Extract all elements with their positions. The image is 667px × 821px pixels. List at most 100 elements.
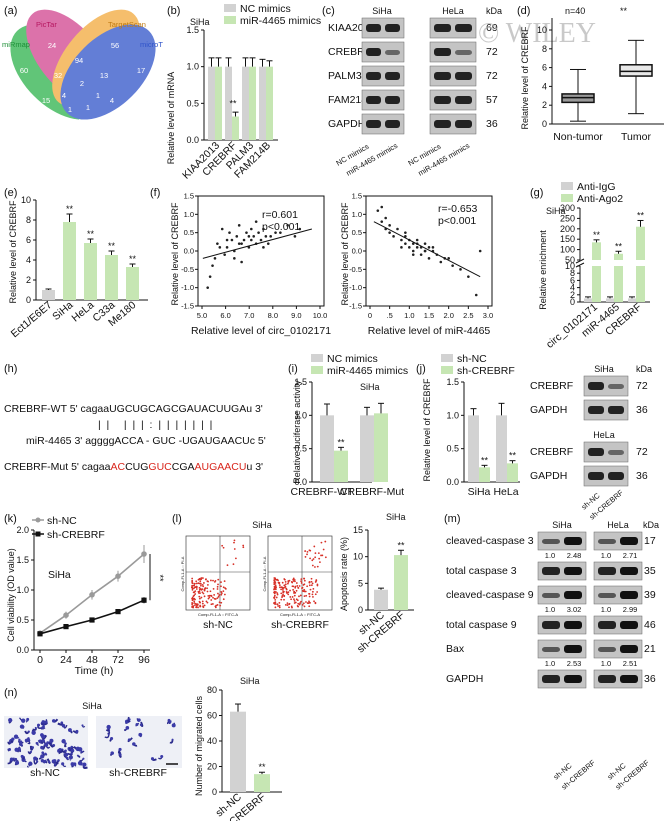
blot-membrane [429, 17, 477, 39]
migrated-cell [171, 723, 176, 728]
flow-event [280, 592, 283, 595]
panel-c-label: (c) [322, 5, 335, 17]
blot-band [564, 621, 582, 629]
seq-mir: miR-4465 3' aggggACCA - GUC -UGAUGAACUc … [26, 435, 266, 447]
protein-label: total caspase 3 [446, 565, 517, 577]
scatter-point [252, 235, 256, 238]
scatter-point [279, 231, 282, 234]
legend-igg: Anti-IgG [577, 181, 616, 193]
flow-event [210, 579, 212, 582]
flow-event [213, 580, 216, 583]
blot-band [598, 675, 616, 683]
scatter-point [230, 238, 234, 242]
venn-num: 60 [20, 66, 28, 75]
scatter-point [237, 242, 241, 245]
flow-event [320, 541, 323, 544]
bar-mimic [374, 413, 388, 482]
flow-event [292, 588, 295, 591]
flow-event [278, 601, 281, 604]
x-tick-label: 0 [37, 654, 43, 666]
flow-event [209, 590, 212, 593]
flow-event [305, 594, 308, 597]
migrated-cell [64, 749, 67, 753]
flow-event [282, 587, 285, 589]
panel-f-left-ylabel: Relative level of CREBRF [170, 202, 180, 306]
flow-event [310, 584, 313, 587]
y-tick-label: 1.5 [446, 377, 459, 387]
panel-g-label: (g) [530, 187, 543, 199]
kda-value: 46 [644, 619, 656, 631]
significance-mark: ** [108, 241, 116, 251]
x-tick-label: 5.0 [197, 311, 207, 320]
flow-event [279, 586, 281, 589]
panel-l-label: (l) [172, 513, 182, 525]
venn-num: 17 [137, 66, 145, 75]
flow-event [297, 605, 300, 608]
y-tick-label: 4 [542, 81, 547, 91]
x-tick-label: 8.0 [268, 311, 278, 320]
panel-d: (d) n=40 ** Relative level of CREBRF 0 2 4… [517, 5, 664, 143]
venn-num: 1 [86, 103, 90, 112]
y-tick-label: 1.5 [186, 25, 199, 35]
flow-event [220, 585, 222, 588]
x-tick-label: 72 [112, 654, 124, 666]
flow-event [210, 594, 213, 597]
series-point [141, 597, 147, 603]
flow-event [193, 600, 196, 603]
band-ratio: 1.0 [545, 659, 555, 668]
flow-event [207, 584, 209, 586]
blot-membrane [593, 585, 643, 605]
venn-num: 1 [96, 91, 100, 100]
series-point [115, 609, 121, 615]
flow-event [197, 606, 199, 609]
flow-event [214, 605, 217, 608]
bar-nc [225, 66, 232, 140]
legend-nc: NC mimics [327, 353, 378, 365]
legend-swatch [311, 366, 323, 374]
y-tick-label: 1.0 [352, 210, 362, 219]
scatter-point [225, 238, 229, 242]
category-label: CREBRF-WT [291, 486, 355, 498]
flow-event [201, 602, 204, 605]
series-line [39, 599, 145, 635]
bar-ago2 [614, 253, 623, 260]
flow-event [212, 579, 214, 582]
seq-mir-name: miR-4465 [26, 435, 72, 447]
corr-r: r=-0.653 [438, 203, 478, 215]
blot-membrane [429, 41, 477, 63]
panel-i-ylabel: Relative luciferase activity [292, 380, 302, 484]
flow-event [210, 603, 213, 606]
flow-event [200, 578, 203, 581]
bar-mimic [215, 66, 222, 140]
flow-event [306, 550, 309, 553]
flow-event [193, 594, 196, 597]
y-tick-label: 8 [570, 268, 575, 278]
y-tick-label: -0.5 [181, 265, 194, 274]
scatter-point [415, 246, 419, 249]
scatter-point [245, 231, 248, 234]
y-tick-label: 2 [570, 290, 575, 300]
blot-band [564, 567, 582, 575]
significance-mark: ** [593, 230, 601, 240]
flow-event [288, 602, 291, 605]
panel-f-right-xlabel: Relative level of miR-4465 [368, 325, 491, 337]
flow-event [282, 591, 285, 594]
y-tick-label: 200 [560, 224, 575, 234]
flow-event [284, 603, 287, 606]
blot-band [564, 537, 582, 545]
migrated-cell [110, 736, 114, 741]
scatter-point [223, 253, 226, 256]
blot-membrane [593, 669, 643, 689]
migrated-cell [77, 760, 83, 766]
significance-mark: ** [637, 210, 645, 220]
blot-band [620, 537, 638, 545]
blot-membrane [361, 41, 405, 63]
blot-band [608, 406, 624, 414]
blot-band [434, 48, 451, 56]
flow-event [218, 601, 221, 604]
blot-cell: SiHa [552, 520, 572, 530]
y-tick-label: -1.5 [181, 302, 194, 311]
flow-event [300, 580, 302, 583]
scatter-point [380, 205, 384, 209]
